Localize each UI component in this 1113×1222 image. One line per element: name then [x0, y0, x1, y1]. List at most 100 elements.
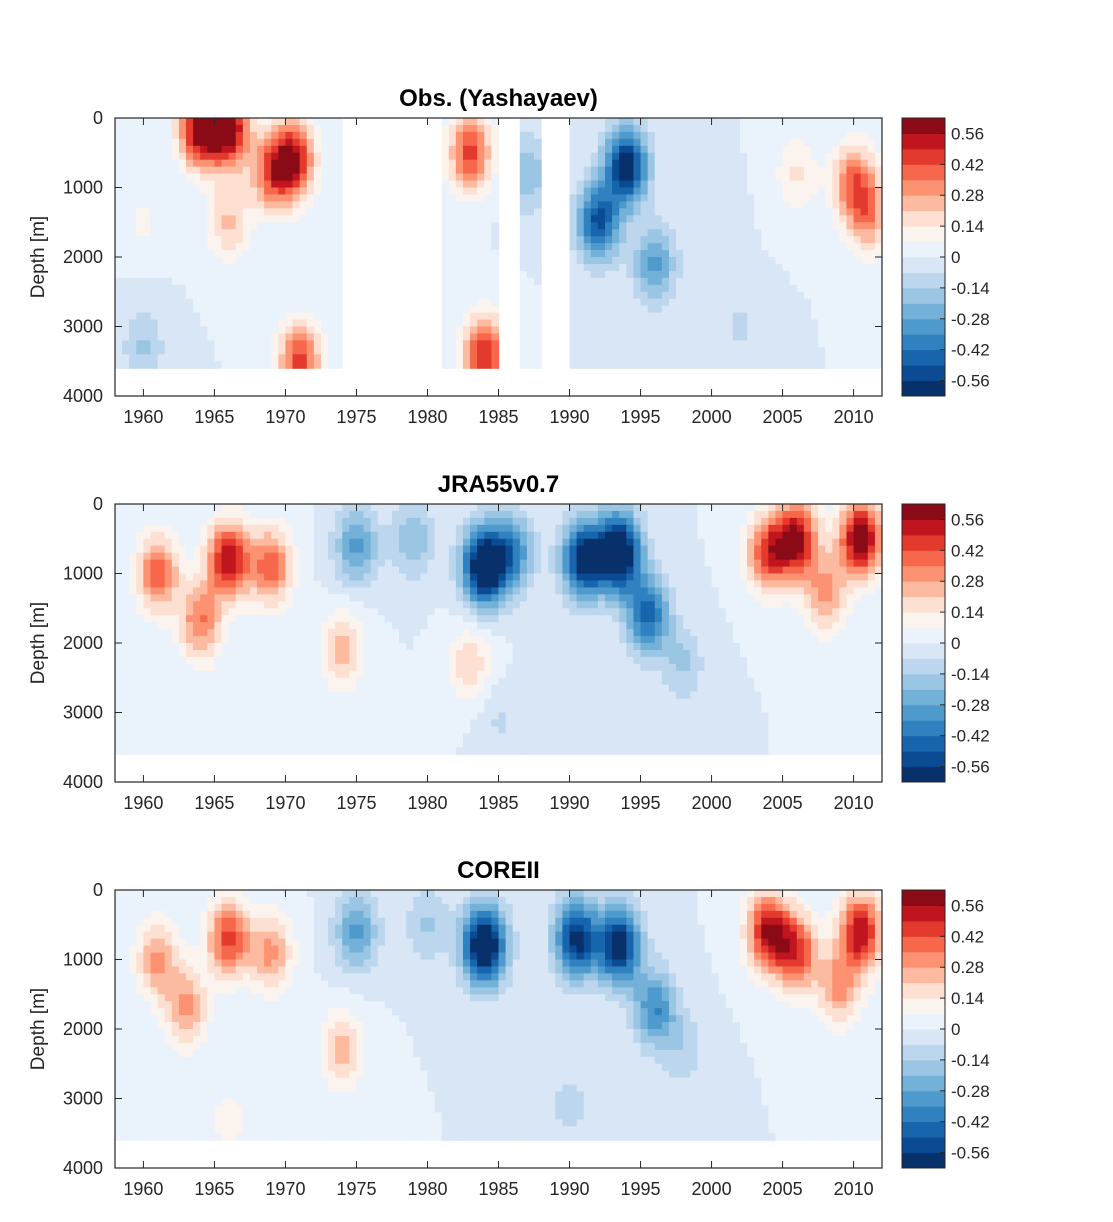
heatmap-cell: [356, 580, 365, 588]
heatmap-cell: [725, 347, 734, 355]
heatmap-cell: [235, 145, 244, 154]
heatmap-cell: [249, 333, 258, 341]
heatmap-cell: [349, 629, 358, 637]
heatmap-cell: [725, 257, 734, 265]
heatmap-cell: [739, 152, 748, 161]
heatmap-cell: [690, 215, 698, 223]
heatmap-cell: [427, 649, 436, 658]
heatmap-cell: [178, 138, 187, 147]
heatmap-cell: [789, 277, 798, 286]
heatmap-cell: [803, 166, 812, 175]
heatmap-cell: [122, 263, 130, 272]
heatmap-cell: [448, 580, 457, 588]
heatmap-cell: [136, 559, 145, 568]
heatmap-cell: [249, 524, 258, 533]
heatmap-cell: [874, 305, 883, 314]
heatmap-cell: [164, 552, 173, 561]
heatmap-cell: [271, 215, 279, 223]
heatmap-cell: [363, 656, 372, 665]
heatmap-cell: [342, 615, 350, 623]
heatmap-cell: [313, 152, 322, 161]
heatmap-cell: [640, 222, 649, 230]
heatmap-cell: [171, 145, 180, 154]
heatmap-cell: [534, 215, 542, 223]
heatmap-cell: [668, 340, 677, 348]
heatmap-cell: [171, 215, 180, 223]
heatmap-cell: [235, 340, 244, 348]
heatmap-cell: [299, 347, 308, 355]
heatmap-cell: [264, 222, 272, 230]
heatmap-cell: [122, 629, 130, 637]
heatmap-cell: [221, 124, 230, 133]
heatmap-cell: [122, 319, 130, 328]
heatmap-cell: [377, 545, 386, 554]
heatmap-cell: [193, 201, 201, 209]
heatmap-cell: [448, 208, 457, 216]
heatmap-cell: [661, 222, 670, 230]
heatmap-cell: [178, 229, 187, 237]
heatmap-cell: [328, 333, 336, 341]
heatmap-cell: [747, 298, 755, 307]
heatmap-cell: [654, 166, 663, 175]
heatmap-cell: [264, 726, 272, 734]
heatmap-cell: [292, 601, 301, 609]
heatmap-cell: [143, 118, 152, 126]
heatmap-cell: [178, 298, 187, 307]
heatmap-cell: [292, 573, 301, 582]
heatmap-cell: [697, 347, 706, 355]
heatmap-cell: [349, 552, 358, 561]
heatmap-cell: [249, 173, 258, 182]
heatmap-cell: [136, 712, 145, 721]
heatmap-cell: [526, 180, 535, 189]
heatmap-cell: [832, 298, 840, 307]
heatmap-cell: [704, 305, 713, 314]
heatmap-cell: [157, 538, 166, 547]
heatmap-cell: [739, 270, 748, 279]
heatmap-cell: [122, 187, 130, 196]
heatmap-cell: [484, 347, 492, 355]
heatmap-cell: [860, 194, 869, 202]
heatmap-cell: [690, 270, 698, 279]
heatmap-cell: [328, 504, 336, 512]
heatmap-cell: [874, 277, 883, 286]
heatmap-cell: [320, 187, 329, 196]
heatmap-cell: [221, 131, 230, 140]
y-tick-label: 4000: [63, 386, 103, 406]
heatmap-cell: [306, 257, 315, 265]
heatmap-cell: [576, 208, 585, 216]
heatmap-cell: [676, 166, 684, 175]
heatmap-cell: [761, 257, 769, 265]
heatmap-cell: [576, 229, 585, 237]
heatmap-cell: [484, 124, 492, 133]
heatmap-cell: [803, 173, 812, 182]
heatmap-cell: [186, 622, 194, 630]
heatmap-cell: [477, 277, 485, 286]
heatmap-cell: [590, 277, 599, 286]
heatmap-cell: [605, 222, 613, 230]
heatmap-cell: [313, 319, 322, 328]
heatmap-cell: [768, 243, 777, 251]
heatmap-cell: [590, 145, 599, 154]
heatmap-cell: [455, 201, 464, 209]
heatmap-cell: [420, 643, 429, 651]
heatmap-cell: [306, 201, 315, 209]
heatmap-cell: [306, 215, 315, 223]
heatmap-cell: [441, 208, 450, 216]
heatmap-cell: [313, 243, 322, 251]
heatmap-cell: [271, 361, 279, 369]
heatmap-cell: [676, 340, 684, 348]
heatmap-cell: [519, 243, 528, 251]
heatmap-cell: [157, 270, 166, 279]
heatmap-cell: [832, 270, 840, 279]
heatmap-cell: [413, 545, 421, 554]
heatmap-cell: [249, 545, 258, 554]
heatmap-cell: [249, 629, 258, 637]
heatmap-cell: [612, 354, 620, 362]
heatmap-cell: [590, 229, 599, 237]
heatmap-cell: [285, 510, 294, 519]
heatmap-cell: [200, 684, 208, 693]
heatmap-cell: [619, 229, 627, 237]
heatmap-cell: [299, 243, 308, 251]
heatmap-cell: [818, 215, 826, 223]
heatmap-cell: [313, 361, 322, 369]
